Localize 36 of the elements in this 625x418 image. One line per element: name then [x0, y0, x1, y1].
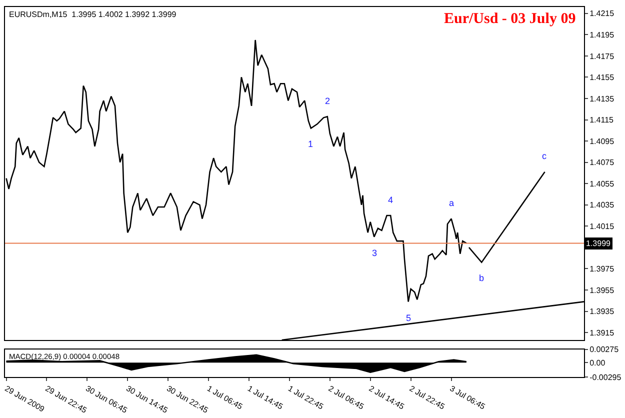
annotation: 4: [388, 195, 394, 205]
annotation: a: [449, 198, 454, 208]
x-tick-label: 29 Jun 2009: [3, 384, 46, 414]
y-tick-label: 1.4055: [590, 179, 615, 188]
y-tick-label: 1.4115: [590, 116, 614, 125]
y-tick-label: 1.4155: [590, 73, 615, 82]
x-tick-label: 3 Jul 06:45: [448, 384, 488, 412]
y-tick-label: 1.3975: [590, 264, 615, 274]
y-tick-label: 1.3915: [590, 328, 615, 338]
y-tick-label: 1.4195: [590, 30, 615, 40]
annotation: 1: [308, 139, 314, 149]
y-tick-label: 1.3955: [590, 286, 615, 295]
chart-title: Eur/Usd - 03 July 09: [444, 11, 576, 27]
x-tick-label: 2 Jul 06:45: [326, 384, 366, 412]
ref-line-label: 1.3999: [586, 239, 612, 248]
x-tick-label: 2 Jul 22:45: [408, 384, 447, 412]
annotation: b: [479, 273, 484, 283]
y-tick-label: 1.4035: [590, 200, 615, 210]
y-tick-label: 0.00275: [590, 345, 620, 354]
y-tick-label: 1.4175: [590, 52, 615, 61]
x-tick-label: 2 Jul 14:45: [367, 384, 406, 412]
y-tick-label: 1.4075: [590, 158, 615, 168]
annotation: EURUSDm,M15 1.3995 1.4002 1.3992 1.3999: [9, 10, 177, 19]
annotation: c: [542, 151, 547, 161]
y-tick-label: 0.00: [590, 358, 606, 368]
annotation: 5: [406, 313, 412, 323]
y-tick-label: -0.00295: [590, 372, 622, 382]
annotation: 2: [325, 96, 330, 106]
y-tick-label: 1.4015: [590, 222, 615, 231]
y-tick-label: 1.4215: [590, 9, 615, 18]
x-tick-label: 1 Jul 22:45: [286, 384, 326, 412]
y-tick-label: 1.4095: [590, 136, 615, 146]
y-tick-label: 1.4135: [590, 94, 615, 104]
y-tick-label: 1.3935: [590, 307, 615, 316]
annotation: 3: [372, 248, 378, 258]
x-tick-label: 1 Jul 14:45: [246, 384, 285, 412]
